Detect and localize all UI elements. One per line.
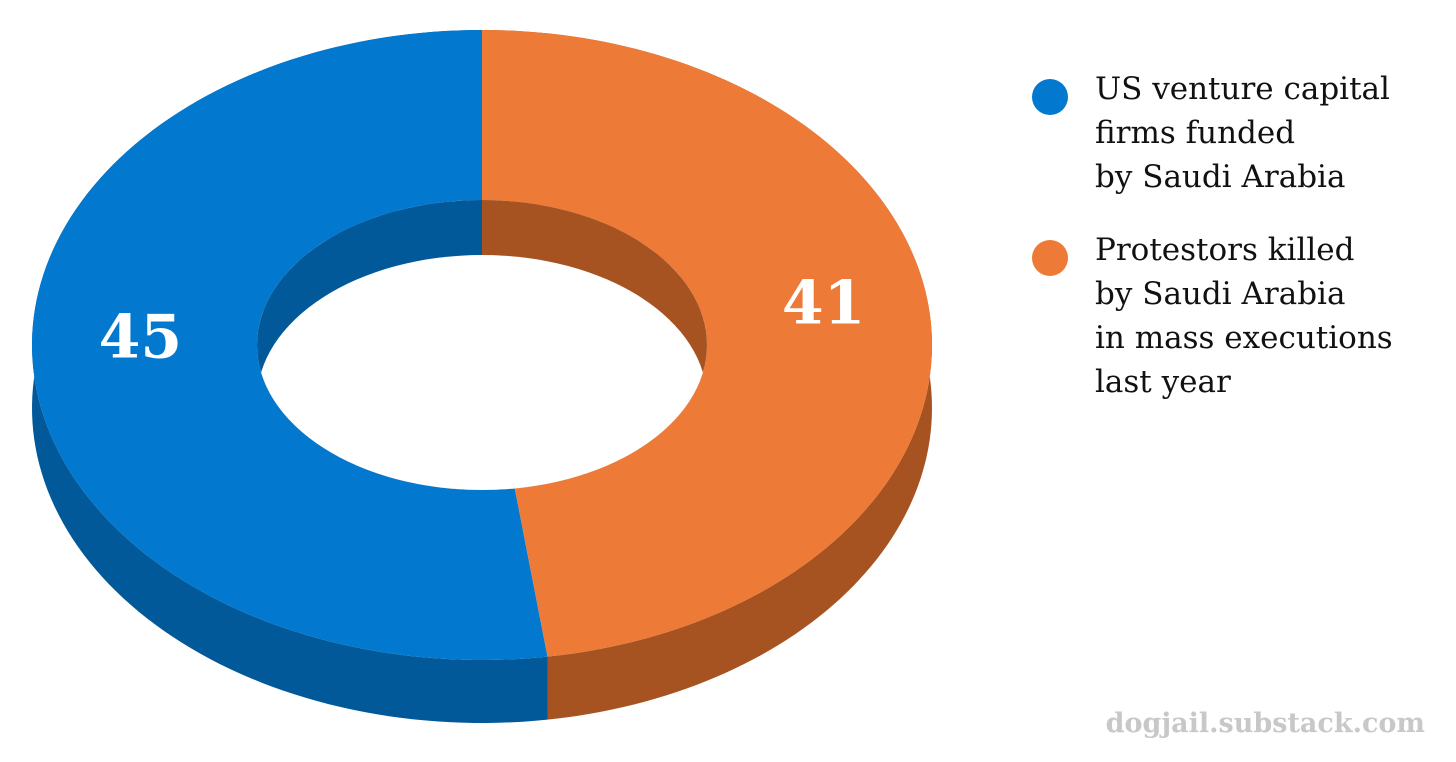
watermark: dogjail.substack.com — [1106, 708, 1425, 739]
value-label: 41 — [782, 269, 866, 339]
slice — [482, 30, 932, 657]
legend-label: US venture capital firms funded by Saudi… — [1095, 71, 1390, 195]
legend-marker — [1032, 79, 1068, 115]
legend-label: Protestors killed by Saudi Arabia in mas… — [1095, 232, 1393, 400]
value-label: 45 — [99, 302, 183, 372]
legend-marker — [1032, 240, 1068, 276]
slice — [32, 30, 548, 660]
